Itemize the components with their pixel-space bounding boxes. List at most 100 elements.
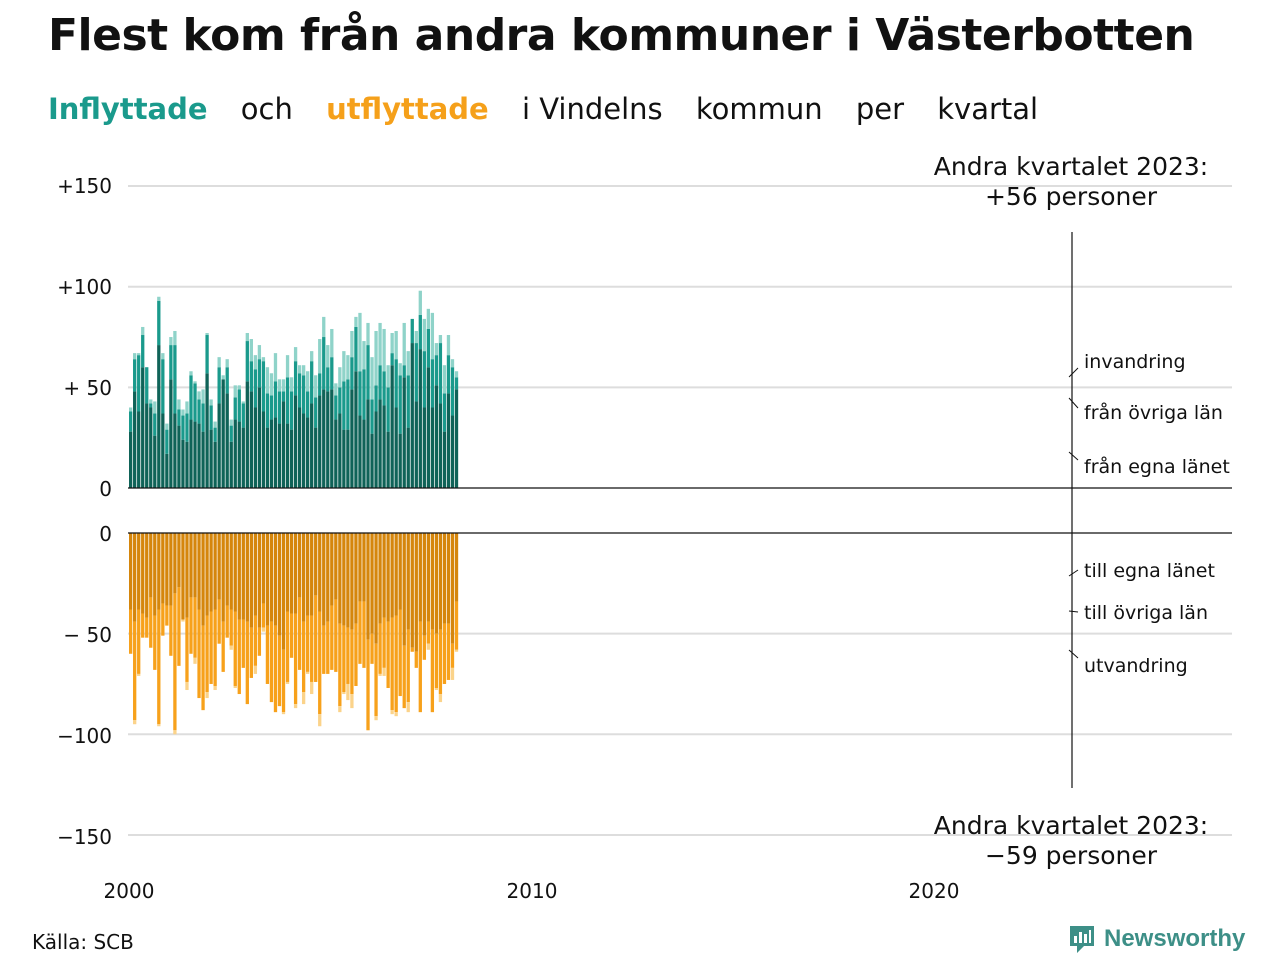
bar-out-ovriga-lan	[442, 623, 447, 684]
bar-out-egna-lanet	[366, 533, 370, 640]
bar-in-invandring	[209, 399, 213, 406]
bar-in-ovriga-lan	[366, 345, 370, 400]
bar-in-egna-lanet	[173, 413, 177, 488]
bar-in-egna-lanet	[346, 429, 350, 488]
bar-in-egna-lanet	[398, 433, 402, 488]
label-connector	[1068, 397, 1079, 409]
bar-in-egna-lanet	[269, 419, 274, 488]
bar-in-ovriga-lan	[213, 427, 217, 442]
bar-in-invandring	[366, 322, 370, 346]
bar-in-ovriga-lan	[422, 351, 426, 408]
bar-out-egna-lanet	[297, 533, 302, 598]
bar-out-egna-lanet	[326, 533, 330, 622]
bar-in-egna-lanet	[402, 377, 406, 488]
bar-in-invandring	[181, 409, 185, 416]
bar-out-utvandring	[281, 712, 286, 715]
bar-out-ovriga-lan	[169, 605, 173, 656]
label-connector	[1068, 569, 1079, 577]
bar-in-ovriga-lan	[346, 379, 350, 430]
bar-out-egna-lanet	[145, 533, 149, 618]
bar-in-ovriga-lan	[133, 359, 137, 392]
bar-in-invandring	[318, 339, 322, 374]
bar-in-egna-lanet	[338, 413, 342, 488]
bar-out-egna-lanet	[181, 533, 185, 620]
bar-out-egna-lanet	[378, 533, 382, 624]
bar-in-egna-lanet	[165, 453, 169, 488]
newsworthy-logo: Newsworthy	[1068, 924, 1245, 954]
bar-out-ovriga-lan	[297, 597, 302, 670]
bar-out-egna-lanet	[346, 533, 350, 628]
bar-out-ovriga-lan	[378, 623, 382, 674]
bar-out-egna-lanet	[390, 533, 394, 618]
bar-out-ovriga-lan	[374, 643, 378, 717]
bar-out-ovriga-lan	[261, 603, 266, 628]
bar-in-egna-lanet	[133, 391, 137, 488]
bar-in-invandring	[133, 353, 137, 360]
bar-out-ovriga-lan	[197, 609, 201, 699]
bar-in-ovriga-lan	[454, 377, 459, 390]
bar-out-ovriga-lan	[366, 639, 370, 731]
bar-out-egna-lanet	[141, 533, 145, 614]
bar-in-ovriga-lan	[261, 361, 266, 412]
bar-in-ovriga-lan	[306, 391, 310, 418]
bar-out-egna-lanet	[233, 533, 237, 612]
bar-out-utvandring	[318, 714, 322, 727]
series-label-till-egna-lanet: till egna länet	[1084, 560, 1215, 582]
bar-in-ovriga-lan	[269, 395, 274, 420]
bar-in-invandring	[261, 357, 266, 362]
bar-in-egna-lanet	[205, 373, 209, 488]
chart-title: Flest kom från andra kommuner i Västerbo…	[48, 10, 1195, 61]
bar-out-egna-lanet	[241, 533, 245, 620]
bar-out-ovriga-lan	[306, 615, 310, 672]
bar-out-egna-lanet	[165, 533, 169, 606]
bar-out-ovriga-lan	[398, 609, 402, 697]
bar-in-egna-lanet	[217, 403, 221, 488]
y-axis-labels-bottom: 0 − 50 −100 −150	[57, 522, 112, 849]
bar-in-invandring	[330, 328, 334, 358]
bar-in-ovriga-lan	[157, 300, 161, 346]
bar-in-egna-lanet	[225, 393, 229, 488]
bar-out-utvandring	[301, 692, 306, 705]
bar-out-ovriga-lan	[422, 635, 426, 660]
subtitle-och: och	[240, 92, 293, 126]
bar-in-ovriga-lan	[398, 375, 402, 434]
y-tick-label: −150	[57, 825, 112, 849]
bar-in-ovriga-lan	[217, 367, 221, 404]
bar-out-egna-lanet	[161, 533, 165, 604]
bar-out-ovriga-lan	[133, 621, 137, 721]
bar-in-egna-lanet	[350, 389, 354, 488]
bar-in-egna-lanet	[201, 431, 205, 488]
bar-in-ovriga-lan	[322, 337, 326, 390]
bar-in-egna-lanet	[358, 415, 362, 488]
bar-in-ovriga-lan	[434, 355, 439, 386]
bar-out-utvandring	[306, 671, 310, 674]
bar-in-invandring	[245, 332, 249, 342]
bar-in-invandring	[225, 359, 229, 368]
bar-in-egna-lanet	[213, 441, 217, 488]
bar-out-egna-lanet	[169, 533, 173, 606]
bar-out-egna-lanet	[314, 533, 318, 596]
bar-out-egna-lanet	[382, 533, 386, 618]
bar-in-egna-lanet	[193, 421, 197, 488]
bar-out-ovriga-lan	[454, 601, 459, 650]
bar-out-ovriga-lan	[358, 601, 362, 664]
bar-out-ovriga-lan	[249, 627, 253, 678]
bar-out-ovriga-lan	[301, 621, 306, 693]
bar-in-invandring	[442, 365, 447, 394]
bar-out-egna-lanet	[177, 533, 181, 588]
bar-in-egna-lanet	[378, 399, 382, 488]
bar-out-egna-lanet	[265, 533, 270, 626]
bar-out-egna-lanet	[318, 533, 322, 612]
bar-in-ovriga-lan	[310, 361, 314, 404]
bar-in-egna-lanet	[434, 385, 439, 488]
bar-in-invandring	[398, 363, 402, 376]
bar-out-ovriga-lan	[257, 627, 262, 656]
migration-chart: +150 +100 + 50 0 0 − 50 −100 −150 2000 2…	[57, 152, 1232, 903]
bar-in-egna-lanet	[281, 401, 286, 488]
bar-in-invandring	[306, 371, 310, 392]
bar-in-egna-lanet	[362, 419, 366, 488]
bar-in-invandring	[310, 351, 314, 362]
subtitle-utflyttade: utflyttade	[326, 92, 489, 126]
bar-out-ovriga-lan	[157, 609, 161, 725]
bar-in-ovriga-lan	[301, 375, 306, 414]
